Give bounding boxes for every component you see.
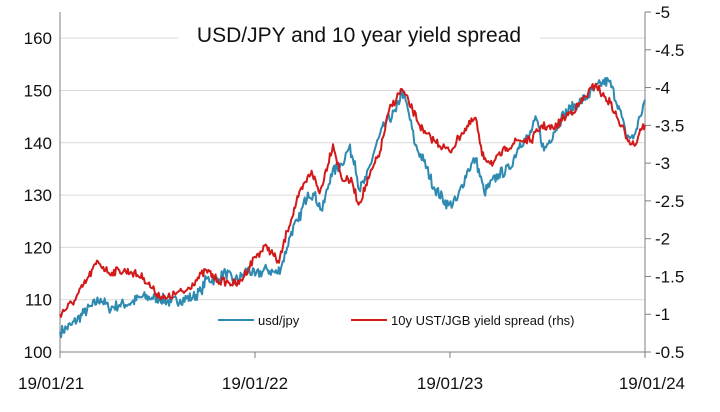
title-background: [178, 20, 540, 50]
y-right-tick-label: -1.5: [655, 267, 684, 286]
y-left-tick-label: 110: [25, 291, 52, 310]
y-left-tick-label: 130: [24, 186, 52, 205]
y-right-tick-label: -0.5: [655, 343, 684, 362]
y-right-tick-label: -2.5: [655, 192, 684, 211]
series-line-yield-spread: [59, 82, 646, 318]
y-right-tick-label: -4.5: [655, 41, 684, 60]
x-tick-label: 19/01/21: [18, 374, 84, 393]
y-right-tick-label: -4: [655, 79, 670, 98]
chart-title: USD/JPY and 10 year yield spread: [197, 24, 521, 47]
legend-background: [212, 307, 612, 331]
y-left-tick-label: 160: [24, 29, 52, 48]
y-right-tick-label: -3: [655, 154, 670, 173]
y-right-tick-label: -5: [655, 3, 670, 22]
series-line-usdjpy: [59, 76, 646, 339]
y-left-tick-label: 120: [24, 238, 52, 257]
legend: usd/jpy 10y UST/JGB yield spread (rhs): [212, 307, 612, 331]
y-right-tick-label: -1: [655, 305, 670, 324]
x-tick-label: 19/01/24: [619, 374, 685, 393]
grid-lines: [60, 37, 645, 301]
y-left-tick-label: 140: [24, 134, 52, 153]
y-left-tick-label: 100: [24, 343, 52, 362]
x-tick-label: 19/01/23: [417, 374, 483, 393]
series-lines: [59, 76, 646, 339]
legend-item-usdjpy-label: usd/jpy: [258, 313, 300, 328]
y-right-tick-label: -3.5: [655, 116, 684, 135]
legend-item-yield-spread-label: 10y UST/JGB yield spread (rhs): [391, 313, 575, 328]
y-left-tick-label: 150: [24, 81, 52, 100]
axes: 100 110 120 130 140 150 160 -5 -4.5 -4 -3.5 -3 -2.5 -…: [18, 3, 685, 393]
y-right-tick-label: -2: [655, 230, 670, 249]
x-tick-label: 19/01/22: [222, 374, 288, 393]
